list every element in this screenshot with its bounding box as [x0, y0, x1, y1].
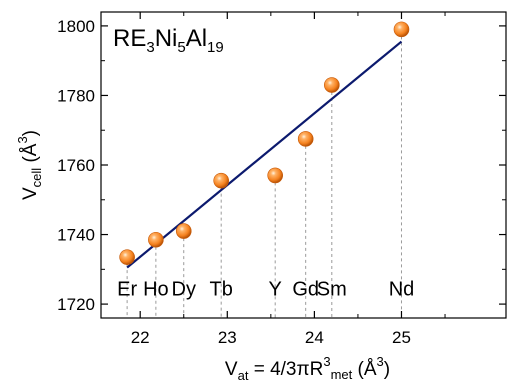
point-label-sm: Sm	[317, 278, 347, 300]
x-tick-label: 24	[305, 328, 324, 347]
data-point-sm	[324, 77, 340, 93]
y-tick-label: 1740	[57, 226, 95, 245]
axis-ticks	[101, 12, 506, 318]
y-axis-title: Vcell (Å3)	[15, 130, 44, 200]
fit-line-group	[126, 40, 403, 269]
data-point-gd	[297, 131, 314, 147]
point-label-tb: Tb	[210, 278, 233, 300]
point-label-nd: Nd	[389, 278, 415, 300]
y-tick-label: 1780	[57, 86, 95, 105]
x-tick-label: 23	[218, 328, 237, 347]
data-point-tb	[213, 172, 229, 189]
y-tick-label: 1720	[57, 295, 95, 314]
point-label-er: Er	[117, 278, 137, 300]
point-label-ho: Ho	[143, 278, 169, 300]
point-label-dy: Dy	[172, 278, 196, 300]
point-label-gd: Gd	[292, 278, 319, 300]
y-tick-labels: 1720 1740 1760 1780 1800	[57, 17, 95, 314]
data-point-y	[267, 167, 283, 184]
x-tick-labels: 22 23 24 25	[131, 328, 411, 347]
drop-lines	[126, 36, 402, 318]
y-tick-label: 1800	[57, 17, 95, 36]
plot-frame	[100, 11, 507, 319]
data-point-er	[119, 249, 135, 265]
data-point-dy	[175, 223, 192, 239]
x-axis-title: Vat = 4/3πR3met (Å3)	[225, 354, 390, 383]
x-tick-label: 25	[392, 328, 411, 347]
y-tick-label: 1760	[57, 156, 95, 175]
compound-formula: RE3Ni5Al19	[113, 25, 224, 56]
linear-fit-line	[126, 40, 403, 269]
data-point-ho	[148, 231, 164, 248]
x-tick-label: 22	[131, 328, 150, 347]
point-label-y: Y	[269, 278, 282, 300]
data-point-nd	[393, 21, 410, 38]
data-points	[119, 21, 410, 265]
